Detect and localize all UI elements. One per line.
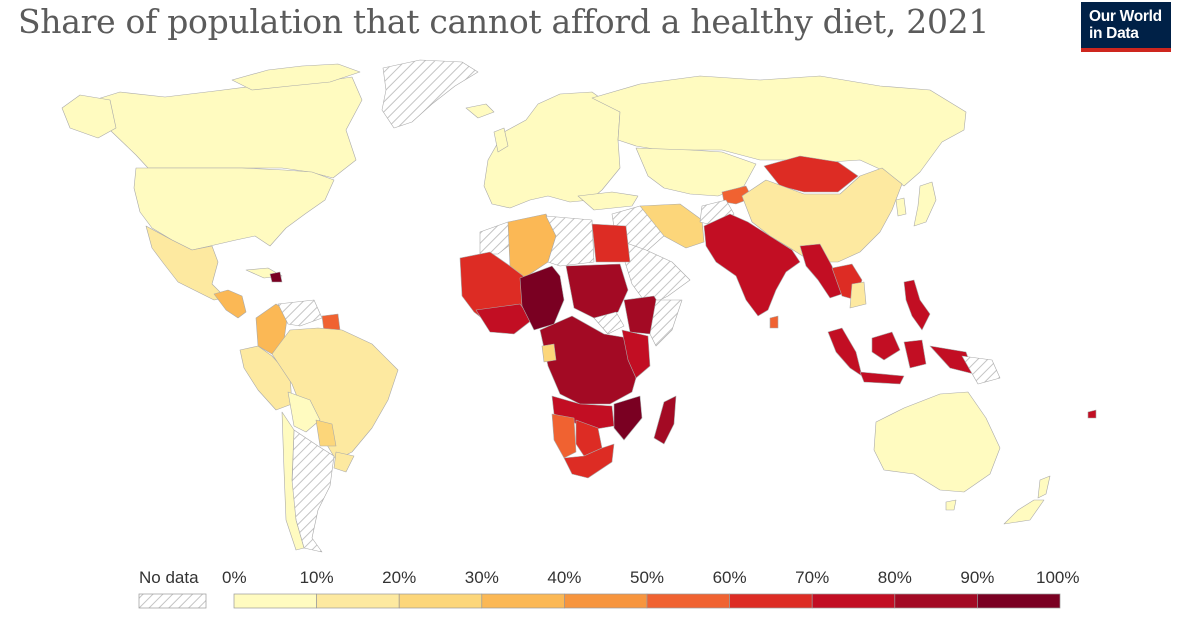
region-borneo[interactable] — [871, 331, 901, 361]
region-mozambique[interactable] — [613, 395, 643, 441]
region-greenland[interactable] — [381, 59, 479, 129]
region-sri-lanka[interactable] — [769, 315, 779, 329]
region-gulf-of-guinea[interactable] — [475, 303, 533, 335]
region-east-africa[interactable] — [621, 329, 651, 379]
legend-tick-label: 20% — [382, 568, 417, 587]
region-usa[interactable] — [133, 167, 335, 251]
region-canada[interactable] — [77, 76, 363, 179]
legend-tick-label: 30% — [464, 568, 499, 587]
region-somalia[interactable] — [649, 299, 683, 347]
legend-tick-label: 10% — [299, 568, 334, 587]
region-tasmania[interactable] — [945, 499, 957, 511]
region-europe[interactable] — [483, 91, 621, 209]
owid-logo[interactable]: Our World in Data — [1081, 2, 1171, 52]
legend-tick-label: 50% — [629, 568, 665, 587]
region-fiji[interactable] — [1087, 409, 1097, 419]
legend-tick-label: 60% — [712, 568, 747, 587]
legend-bin-0 — [233, 593, 317, 609]
region-libya[interactable] — [545, 215, 595, 267]
region-morocco[interactable] — [479, 221, 517, 255]
region-sudan[interactable] — [565, 263, 629, 319]
region-alaska[interactable] — [61, 94, 117, 139]
region-central-america[interactable] — [213, 289, 247, 319]
region-new-zealand[interactable] — [1003, 475, 1051, 525]
legend-tick-label: 100% — [1036, 568, 1080, 587]
region-turkey[interactable] — [577, 191, 639, 211]
legend-bin-2 — [398, 593, 483, 609]
region-paraguay[interactable] — [315, 419, 337, 447]
legend-tick-label: 80% — [877, 568, 912, 587]
region-iceland[interactable] — [465, 103, 495, 119]
region-south-sudan[interactable] — [593, 311, 625, 335]
legend-no-data-swatch — [138, 593, 207, 609]
legend-bin-1 — [316, 593, 400, 609]
chart-title: Share of population that cannot afford a… — [18, 2, 990, 41]
legend-bin-8 — [894, 593, 978, 609]
legend-bin-6 — [729, 593, 813, 609]
region-haiti[interactable] — [269, 271, 283, 283]
region-south-asia[interactable] — [703, 213, 801, 317]
world-map[interactable] — [0, 50, 1200, 560]
region-papua[interactable] — [961, 355, 1001, 385]
legend-no-data-label: No data — [139, 568, 199, 587]
region-japan[interactable] — [913, 181, 937, 227]
legend-tick-label: 70% — [795, 568, 830, 587]
region-chile[interactable] — [281, 411, 305, 551]
legend-bin-3 — [481, 593, 565, 609]
region-gabon[interactable] — [541, 343, 557, 363]
region-niger-chad[interactable] — [519, 265, 565, 331]
legend-tick-label: 90% — [960, 568, 995, 587]
region-uruguay[interactable] — [333, 451, 355, 473]
region-malaysia-indonesia[interactable] — [827, 327, 863, 377]
legend-bar — [138, 593, 1061, 609]
legend-bin-5 — [646, 593, 730, 609]
legend-bin-7 — [811, 593, 896, 609]
logo-line-1: Our World — [1089, 8, 1162, 25]
region-philippines[interactable] — [903, 279, 931, 331]
region-uk[interactable] — [493, 127, 509, 153]
legend-tick-label: 40% — [547, 568, 582, 587]
region-myanmar[interactable] — [799, 243, 843, 299]
region-arabia[interactable] — [617, 239, 691, 307]
region-korea[interactable] — [895, 197, 907, 217]
region-australia[interactable] — [873, 391, 1001, 493]
region-south-africa[interactable] — [563, 443, 615, 479]
legend-bin-9 — [977, 593, 1061, 609]
region-arctic-islands[interactable] — [231, 63, 361, 91]
region-madagascar[interactable] — [653, 395, 677, 445]
legend-tick-label: 0% — [222, 568, 247, 587]
region-namibia[interactable] — [551, 413, 577, 459]
logo-line-2: in Data — [1089, 25, 1139, 42]
region-egypt[interactable] — [591, 223, 631, 263]
region-bolivia[interactable] — [287, 391, 321, 433]
legend-bin-4 — [564, 593, 648, 609]
region-central-africa[interactable] — [539, 315, 641, 405]
region-venezuela[interactable] — [277, 299, 323, 327]
region-china[interactable] — [741, 167, 903, 263]
region-vietnam-cambodia[interactable] — [849, 281, 867, 309]
region-iran[interactable] — [639, 203, 705, 249]
